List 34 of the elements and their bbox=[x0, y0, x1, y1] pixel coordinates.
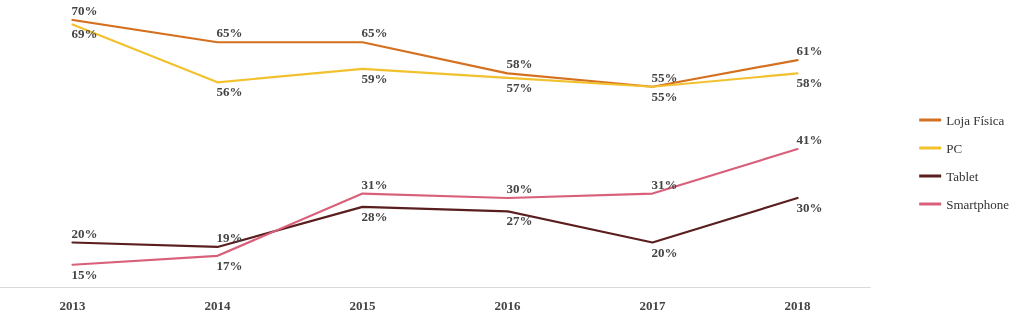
data-label: 20% bbox=[651, 244, 678, 260]
data-label: 28% bbox=[361, 208, 388, 224]
data-label: 56% bbox=[216, 84, 243, 100]
data-label: 15% bbox=[71, 266, 98, 282]
x-tick-label: 2018 bbox=[784, 298, 811, 313]
data-label: 55% bbox=[651, 69, 678, 85]
data-label: 41% bbox=[796, 132, 823, 148]
data-label: 30% bbox=[506, 181, 533, 196]
x-tick-label: 2017 bbox=[639, 298, 666, 313]
data-label: 20% bbox=[71, 225, 98, 241]
data-label: 31% bbox=[651, 176, 678, 192]
data-label: 17% bbox=[216, 257, 243, 273]
data-label: 58% bbox=[796, 75, 823, 91]
data-label: 55% bbox=[651, 88, 678, 104]
data-label: 65% bbox=[216, 25, 243, 41]
data-label: 65% bbox=[361, 25, 388, 41]
legend-label: Loja Física bbox=[946, 112, 1005, 128]
data-label: 69% bbox=[71, 26, 98, 42]
data-label: 31% bbox=[361, 176, 388, 192]
x-tick-label: 2013 bbox=[59, 298, 86, 313]
data-label: 59% bbox=[361, 70, 388, 86]
legend-label: Tablet bbox=[946, 168, 979, 184]
legend-label: PC bbox=[946, 140, 963, 156]
x-tick-label: 2015 bbox=[349, 298, 376, 313]
data-label: 70% bbox=[71, 3, 98, 18]
data-label: 30% bbox=[796, 200, 823, 215]
x-tick-label: 2016 bbox=[494, 298, 521, 313]
data-label: 57% bbox=[506, 79, 533, 95]
data-label: 27% bbox=[506, 213, 533, 229]
data-label: 19% bbox=[216, 229, 243, 245]
x-tick-label: 2014 bbox=[204, 298, 231, 313]
legend-label: Smartphone bbox=[946, 196, 1010, 212]
data-label: 58% bbox=[506, 56, 533, 72]
data-label: 61% bbox=[796, 43, 823, 59]
